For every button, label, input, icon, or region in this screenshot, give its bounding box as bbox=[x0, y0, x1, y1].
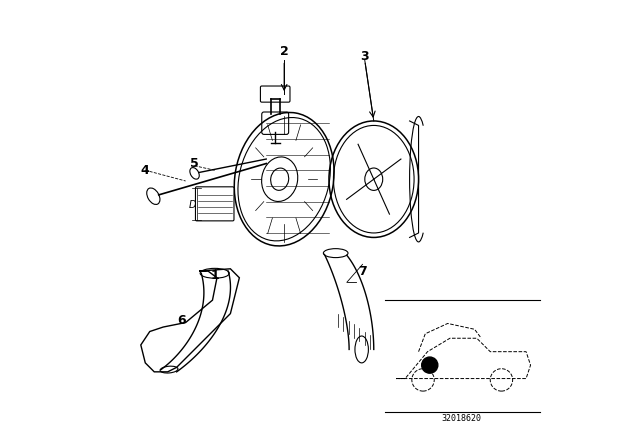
Text: 32018620: 32018620 bbox=[441, 414, 481, 423]
FancyBboxPatch shape bbox=[195, 187, 234, 221]
Text: 6: 6 bbox=[177, 314, 186, 327]
Ellipse shape bbox=[147, 188, 160, 204]
Text: 3: 3 bbox=[360, 49, 369, 63]
Text: 2: 2 bbox=[280, 45, 289, 58]
Text: D: D bbox=[189, 200, 196, 210]
Circle shape bbox=[422, 357, 438, 373]
Text: 1: 1 bbox=[211, 269, 219, 282]
Text: 5: 5 bbox=[190, 157, 199, 170]
Text: 7: 7 bbox=[358, 264, 367, 278]
Text: 4: 4 bbox=[141, 164, 150, 177]
Ellipse shape bbox=[190, 168, 199, 179]
